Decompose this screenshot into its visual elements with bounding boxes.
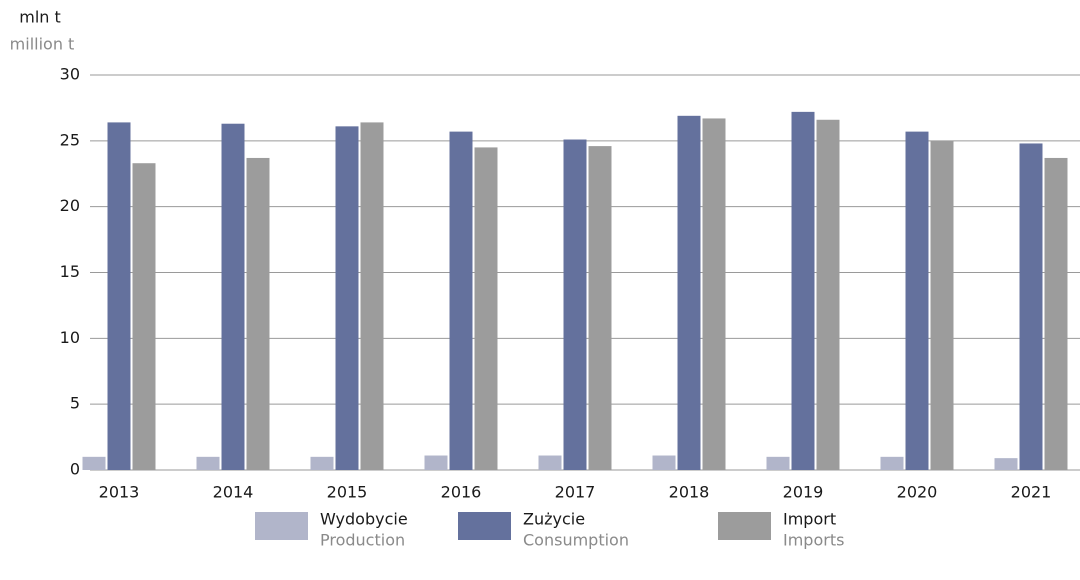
bar <box>474 147 498 470</box>
bar <box>702 118 726 470</box>
legend-label: Wydobycie <box>320 510 408 529</box>
legend-swatch <box>458 512 511 540</box>
y-tick-label: 5 <box>70 394 80 413</box>
bar <box>766 456 790 470</box>
x-tick-label: 2013 <box>99 483 140 502</box>
bar <box>1044 157 1068 470</box>
bar <box>246 157 270 470</box>
bar <box>816 119 840 471</box>
bar <box>310 456 334 470</box>
bar <box>335 126 359 470</box>
legend-label-en: Consumption <box>523 531 629 550</box>
x-tick-label: 2018 <box>669 483 710 502</box>
bar <box>880 456 904 470</box>
bar <box>905 131 929 470</box>
x-tick-label: 2017 <box>555 483 596 502</box>
bar <box>677 115 701 471</box>
bar <box>424 455 448 470</box>
x-tick-label: 2014 <box>213 483 254 502</box>
x-tick-label: 2021 <box>1011 483 1052 502</box>
y-tick-label: 15 <box>60 262 80 281</box>
y-tick-label: 30 <box>60 65 80 84</box>
bar <box>221 123 245 470</box>
bar <box>652 455 676 470</box>
bar <box>994 458 1018 470</box>
x-tick-label: 2019 <box>783 483 824 502</box>
legend-label-en: Imports <box>783 531 844 550</box>
bar <box>196 456 220 470</box>
y-tick-label: 25 <box>60 130 80 149</box>
bar <box>1019 143 1043 470</box>
bar <box>563 139 587 470</box>
x-tick-label: 2015 <box>327 483 368 502</box>
legend-swatch <box>718 512 771 540</box>
legend-label: Zużycie <box>523 510 585 529</box>
bar <box>107 122 131 471</box>
legend-label: Import <box>783 510 836 529</box>
x-tick-label: 2020 <box>897 483 938 502</box>
legend-swatch <box>255 512 308 540</box>
bar <box>360 122 384 471</box>
bar <box>449 131 473 470</box>
bar <box>930 140 954 471</box>
bar <box>132 163 156 470</box>
y-tick-label: 10 <box>60 328 80 347</box>
y-axis-label-en: million t <box>10 35 75 54</box>
bar <box>538 455 562 470</box>
bar <box>791 111 815 470</box>
y-tick-label: 0 <box>70 460 80 479</box>
x-tick-label: 2016 <box>441 483 482 502</box>
bar <box>82 456 106 470</box>
legend-label-en: Production <box>320 531 405 550</box>
y-tick-label: 20 <box>60 196 80 215</box>
bar <box>588 146 612 470</box>
y-axis-label: mln t <box>19 8 61 27</box>
